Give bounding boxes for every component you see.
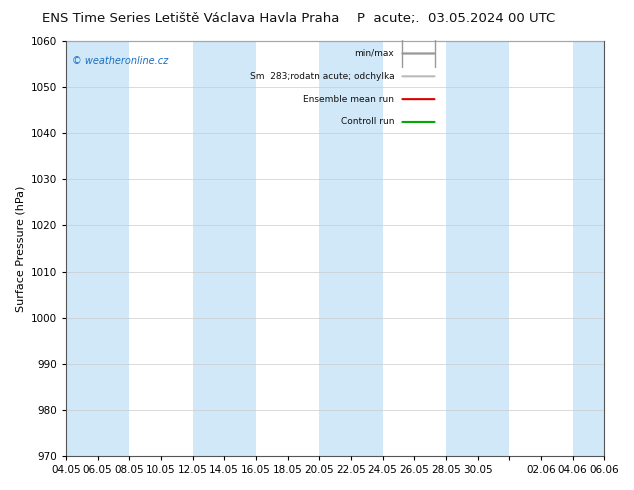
Text: Sm  283;rodatn acute; odchylka: Sm 283;rodatn acute; odchylka (250, 72, 394, 81)
Text: P  acute;.  03.05.2024 00 UTC: P acute;. 03.05.2024 00 UTC (358, 12, 555, 25)
Bar (193, 41, 256, 456)
Bar (319, 41, 382, 456)
Bar (66, 41, 129, 456)
Text: ENS Time Series Letiště Václava Havla Praha: ENS Time Series Letiště Václava Havla Pr… (41, 12, 339, 25)
Bar (573, 41, 634, 456)
Text: min/max: min/max (354, 49, 394, 58)
Text: © weatheronline.cz: © weatheronline.cz (72, 55, 169, 66)
Text: Controll run: Controll run (340, 118, 394, 126)
Text: Ensemble mean run: Ensemble mean run (303, 95, 394, 104)
Y-axis label: Surface Pressure (hPa): Surface Pressure (hPa) (15, 185, 25, 312)
Bar (446, 41, 509, 456)
